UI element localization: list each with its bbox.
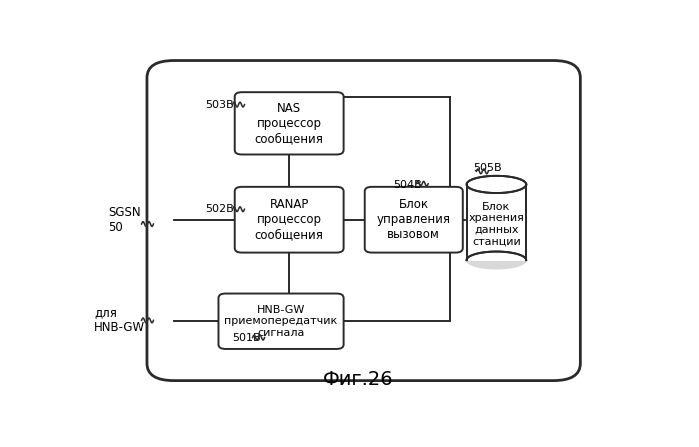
FancyBboxPatch shape <box>365 187 463 253</box>
FancyBboxPatch shape <box>219 294 344 349</box>
Text: Блок
хранения
данных
станции: Блок хранения данных станции <box>468 202 524 246</box>
Text: NAS
процессор
сообщения: NAS процессор сообщения <box>254 102 324 145</box>
Text: 504В: 504В <box>394 180 422 190</box>
Text: 501В: 501В <box>233 333 261 342</box>
FancyBboxPatch shape <box>147 60 580 381</box>
FancyBboxPatch shape <box>235 187 344 253</box>
Polygon shape <box>467 176 526 260</box>
Text: RANAP
процессор
сообщения: RANAP процессор сообщения <box>254 198 324 241</box>
Text: Фиг.26: Фиг.26 <box>323 370 394 389</box>
Text: для
HNB-GW: для HNB-GW <box>94 306 145 334</box>
Polygon shape <box>467 252 526 269</box>
FancyBboxPatch shape <box>235 92 344 155</box>
Text: HNB-GW
приемопередатчик
сигнала: HNB-GW приемопередатчик сигнала <box>224 305 338 338</box>
Polygon shape <box>467 176 526 193</box>
Text: 503В: 503В <box>206 100 234 110</box>
Text: Блок
управления
вызовом: Блок управления вызовом <box>377 198 451 241</box>
Text: 505В: 505В <box>473 163 502 173</box>
Text: 502В: 502В <box>206 204 234 214</box>
Text: SGSN
50: SGSN 50 <box>108 206 140 233</box>
